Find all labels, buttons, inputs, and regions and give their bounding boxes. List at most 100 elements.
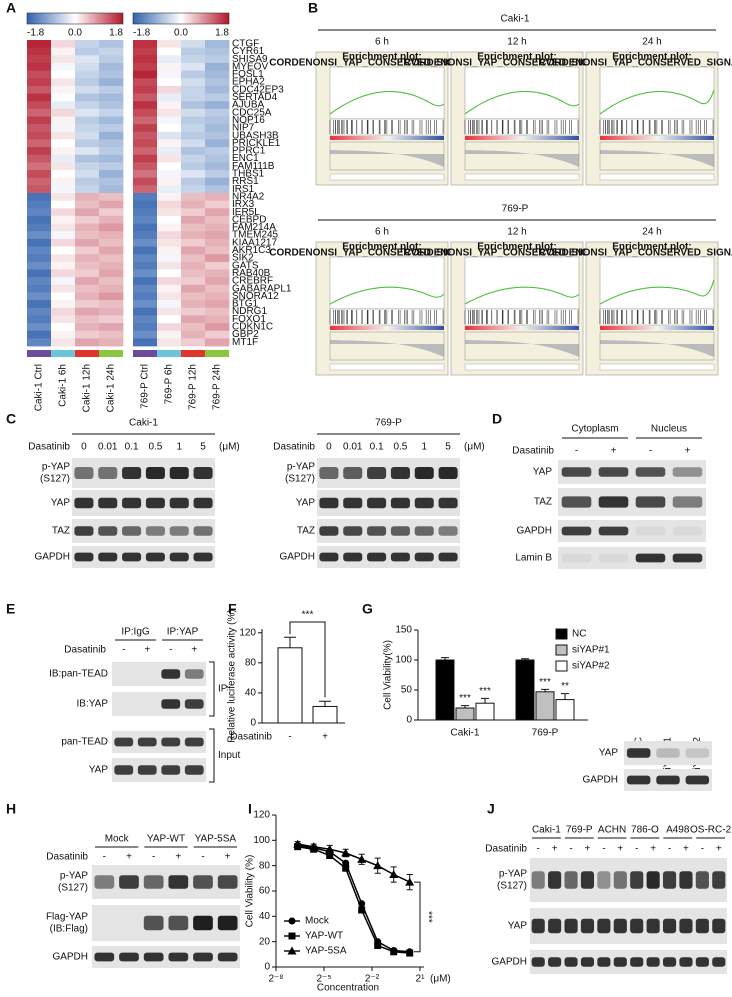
heatmap-cell [99,177,124,186]
marker [405,877,415,886]
rank-area [599,141,715,171]
band [414,552,434,562]
blot-row [317,546,460,568]
heatmap-cell [99,223,124,232]
blot-row [92,905,240,941]
bar [277,647,303,724]
band [143,915,164,931]
band [74,552,94,562]
band [114,765,134,775]
heatmap-cell [99,231,124,240]
band [161,669,181,679]
row-label: (S127) [285,474,315,485]
band [367,552,387,562]
band [319,552,339,562]
error-bar [461,705,469,708]
heatmap-cell [205,215,230,224]
row-label: YAP [89,765,109,776]
time-label: 12 h [507,37,526,48]
heatmap-cell [27,40,52,49]
heatmap-cell [181,223,206,232]
band [564,871,578,889]
row-label: GAPDH [34,552,70,563]
error-bar [521,658,529,660]
heatmap-cell [99,193,124,202]
gene-label: BTG1 [232,299,259,310]
sign-label: - [649,446,652,457]
heatmap-cell [51,193,76,202]
rank-area [329,141,445,171]
heatmap-cell [27,277,52,286]
heatmap-cell [205,269,230,278]
sign-label: + [617,844,623,855]
gene-label: PRICKLE1 [232,138,281,149]
rank-metric [330,150,444,167]
es-area [464,66,580,120]
sign-label: - [169,645,172,656]
group-bar [157,350,181,357]
heatmap-cell [51,93,76,102]
significance: *** [302,610,314,621]
heatmap-cell [133,193,158,202]
x-unit-label: (μM) [430,974,451,985]
heatmap-cell [205,300,230,309]
heatmap-cell [133,93,158,102]
rank-strip [600,136,714,140]
row-label: (S127) [497,881,527,892]
y-axis-label: Relative luciferase activity (%) [227,609,238,742]
dose-label: 0.01 [98,442,118,453]
band [319,467,339,479]
gene-label: FAM214A [232,222,276,233]
heatmap-cell [99,70,124,79]
band [597,957,611,967]
heatmap-cell [133,85,158,94]
panel-letter: B [308,0,318,16]
heatmap-cell [51,254,76,263]
time-label: 12 h [507,227,526,238]
heatmap-cell [75,338,100,347]
heatmap-cell [99,261,124,270]
gene-label: TMEM245 [232,230,279,241]
gsea-gene-set: CORDENONSI_YAP_CONSERVED_SIGNATURE [269,58,495,69]
es-curve [599,279,715,305]
heatmap-cell [157,85,182,94]
band [531,918,545,934]
band [184,737,204,747]
heatmap-cell [51,139,76,148]
heatmap-cell [27,208,52,217]
colorbar [26,12,124,25]
legend-label: siYAP#1 [572,645,610,656]
heatmap-cell [133,162,158,171]
es-curve [329,90,445,115]
band [672,496,703,508]
band [630,871,644,889]
gsea-legend [329,173,445,181]
band [98,497,118,509]
heatmap-cell [51,330,76,339]
blot-row [72,458,215,488]
heatmap-cell [27,223,52,232]
blot-row [317,458,460,488]
es-area [464,256,580,310]
heatmap-cell [27,254,52,263]
row-label: p-YAP [60,871,88,882]
significance: *** [422,911,433,923]
sign-label: - [152,852,155,863]
heatmap-cell [181,116,206,125]
heatmap-cell [157,223,182,232]
rank-metric [465,150,579,167]
band [561,467,592,477]
row-label: TAZ [534,497,552,508]
heatmap-cell [205,238,230,247]
column-label: 769-P 12h [188,364,199,410]
bar [312,705,338,724]
heatmap-cell [99,170,124,179]
cell-label: 769-P [566,825,593,836]
heatmap-cell [157,62,182,71]
y-tick-label: 0 [264,962,270,973]
band [169,497,189,509]
heatmap-cell [75,307,100,316]
blot-row [530,950,727,974]
gene-label: GABARAPL1 [232,283,292,294]
